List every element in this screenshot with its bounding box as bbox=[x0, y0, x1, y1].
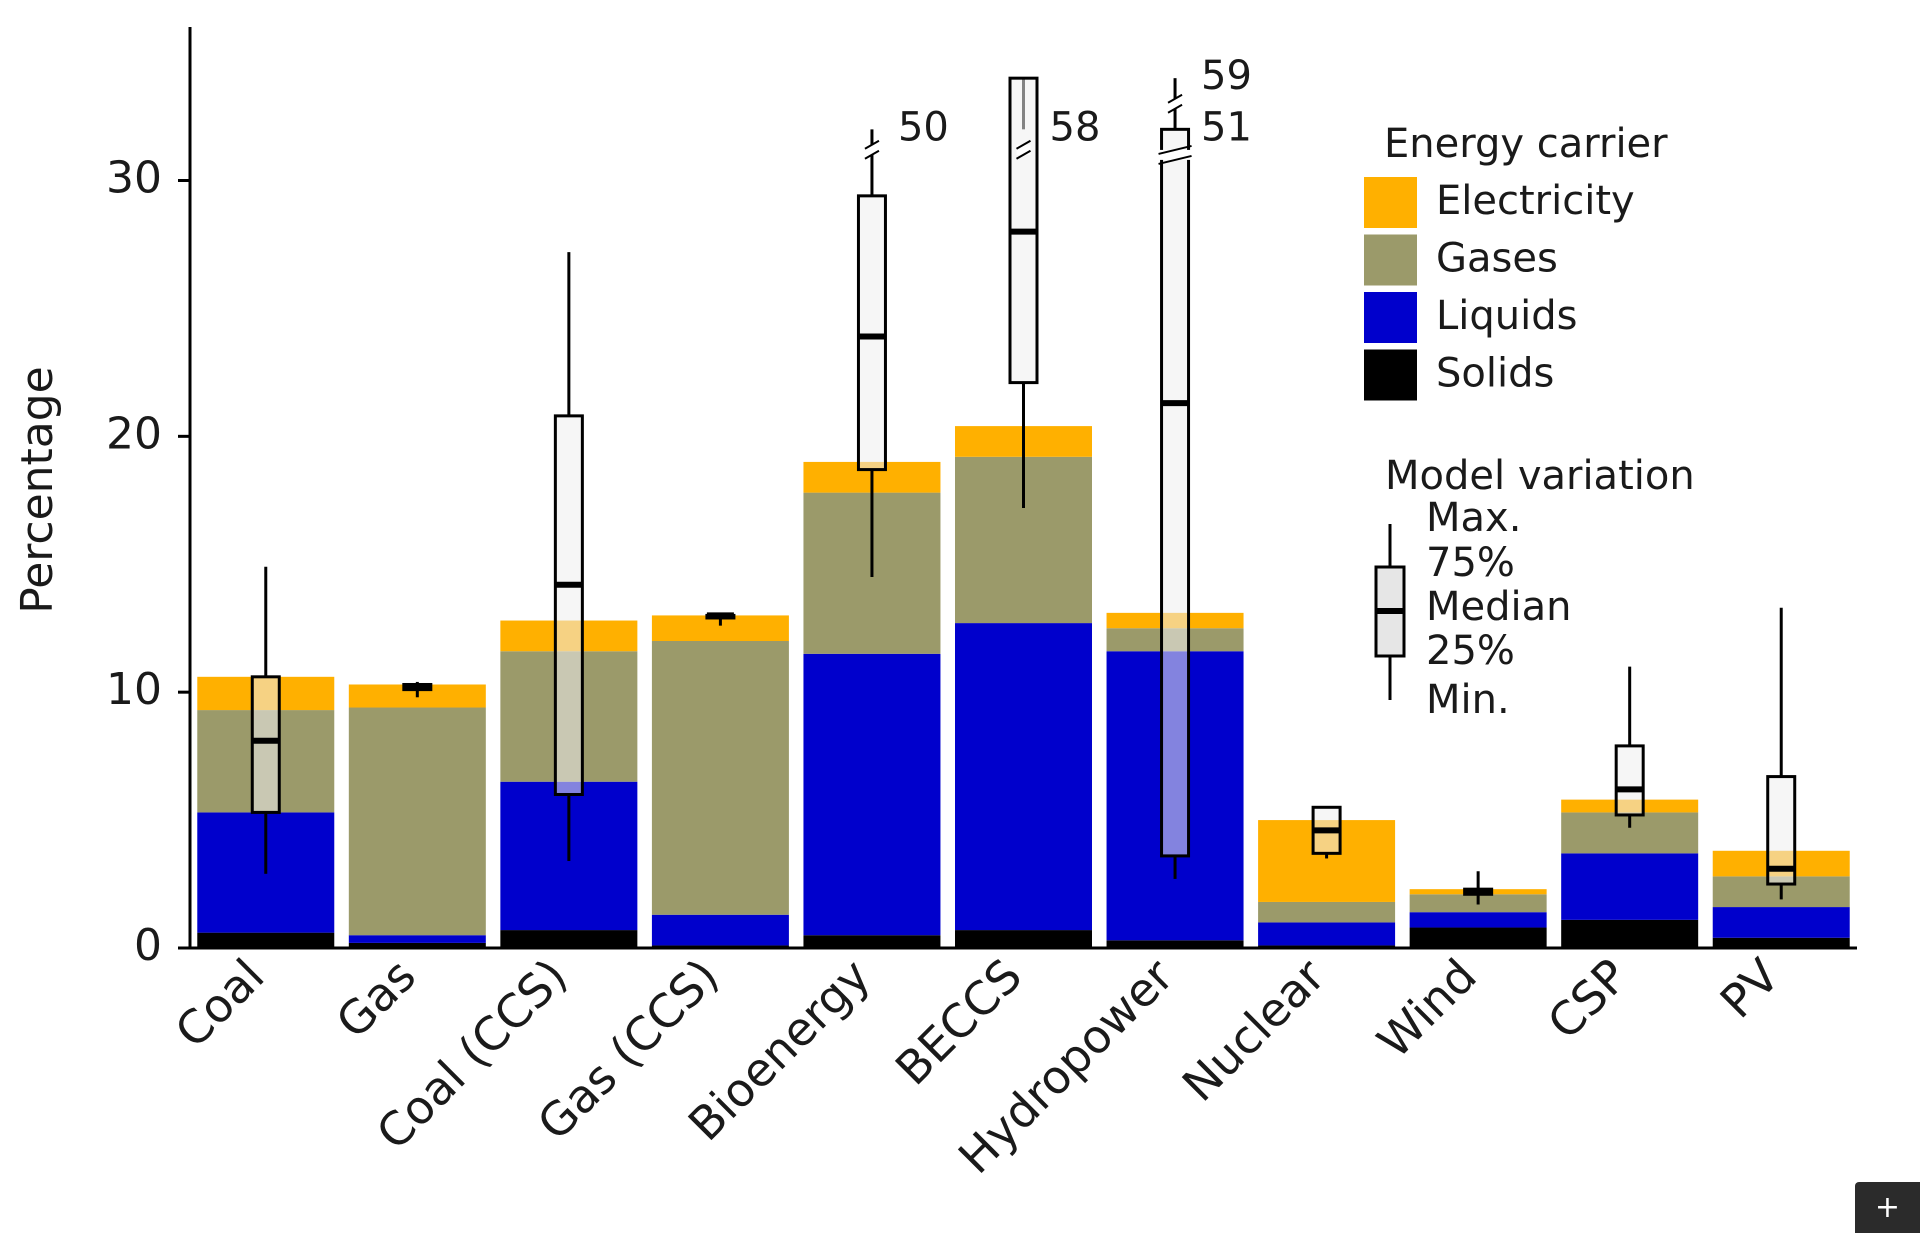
x-tick-label: PV bbox=[1710, 948, 1790, 1028]
box bbox=[1160, 127, 1191, 858]
bar-segment bbox=[1712, 937, 1850, 948]
break-gap bbox=[864, 144, 879, 155]
bar-segment bbox=[803, 653, 941, 936]
box-legend-label: Median bbox=[1426, 584, 1572, 630]
legend-label: Solids bbox=[1436, 351, 1554, 397]
break-mark bbox=[1167, 93, 1183, 104]
bar-segment bbox=[348, 707, 486, 936]
break-gap bbox=[1168, 98, 1183, 109]
add-button[interactable]: + bbox=[1855, 1182, 1920, 1233]
legend-swatch bbox=[1364, 349, 1417, 401]
bar-segment bbox=[348, 935, 486, 943]
bar-segment bbox=[955, 623, 1092, 931]
break-mark bbox=[1158, 144, 1192, 155]
x-tick-label: Coal bbox=[165, 948, 275, 1058]
break-gap bbox=[1016, 144, 1031, 155]
legend-label: Gases bbox=[1436, 236, 1558, 282]
y-axis-label: Percentage bbox=[12, 366, 63, 614]
break-mark bbox=[1167, 103, 1183, 114]
x-tick-label: Wind bbox=[1367, 948, 1487, 1068]
box bbox=[1614, 744, 1645, 817]
bar-segment bbox=[348, 942, 486, 948]
bar-segment bbox=[651, 641, 789, 915]
break-mark bbox=[1158, 154, 1192, 165]
y-tick-label: 0 bbox=[134, 920, 162, 971]
x-tick-label: CSP bbox=[1537, 948, 1638, 1049]
bar-segment bbox=[1409, 927, 1547, 948]
break-mark bbox=[1016, 149, 1031, 160]
legend-title: Energy carrier bbox=[1384, 121, 1668, 167]
box-break-label: 50 bbox=[898, 104, 949, 150]
x-tick-label: Nuclear bbox=[1172, 948, 1335, 1111]
bar-segment bbox=[197, 932, 335, 948]
legend-label: Liquids bbox=[1436, 293, 1577, 339]
legend-label: Electricity bbox=[1436, 178, 1635, 224]
bar-segment bbox=[1561, 853, 1699, 920]
box-legend-label: Max. bbox=[1426, 495, 1521, 541]
legend-swatch bbox=[1364, 177, 1417, 228]
box-legend-title: Model variation bbox=[1385, 453, 1695, 499]
bar-segment bbox=[955, 930, 1092, 948]
box-legend-sample bbox=[1374, 524, 1406, 700]
box-legend-label: 75% bbox=[1426, 540, 1515, 586]
box-break-label: 51 bbox=[1201, 104, 1252, 150]
legend-swatch bbox=[1364, 292, 1417, 343]
y-tick-label: 20 bbox=[106, 408, 162, 459]
bar-segment bbox=[1409, 912, 1547, 928]
box-legend-label: 25% bbox=[1426, 628, 1515, 674]
box-break-label: 58 bbox=[1050, 104, 1101, 150]
break-mark bbox=[864, 149, 880, 160]
bar-segment bbox=[1258, 901, 1396, 923]
bar-segment bbox=[1106, 940, 1244, 948]
box-legend-label: Min. bbox=[1426, 677, 1510, 723]
box bbox=[553, 414, 584, 796]
bar-segment bbox=[500, 930, 638, 948]
bar-segment bbox=[651, 914, 789, 946]
break-mark bbox=[864, 139, 880, 150]
box bbox=[250, 675, 281, 814]
bar-segment bbox=[1258, 922, 1396, 946]
x-tick-label: Gas bbox=[326, 948, 426, 1048]
bar-segment bbox=[1561, 919, 1699, 948]
box bbox=[856, 194, 887, 472]
bar-segment bbox=[1712, 907, 1850, 938]
bar-segment bbox=[803, 935, 941, 948]
break-mark bbox=[1016, 139, 1031, 150]
box-break-label: 59 bbox=[1201, 53, 1252, 99]
x-tick-label: BECCS bbox=[885, 948, 1032, 1095]
legend-swatch bbox=[1364, 234, 1417, 286]
y-tick-label: 30 bbox=[106, 153, 162, 204]
y-tick-label: 10 bbox=[106, 664, 162, 715]
break-gap bbox=[1158, 149, 1192, 160]
